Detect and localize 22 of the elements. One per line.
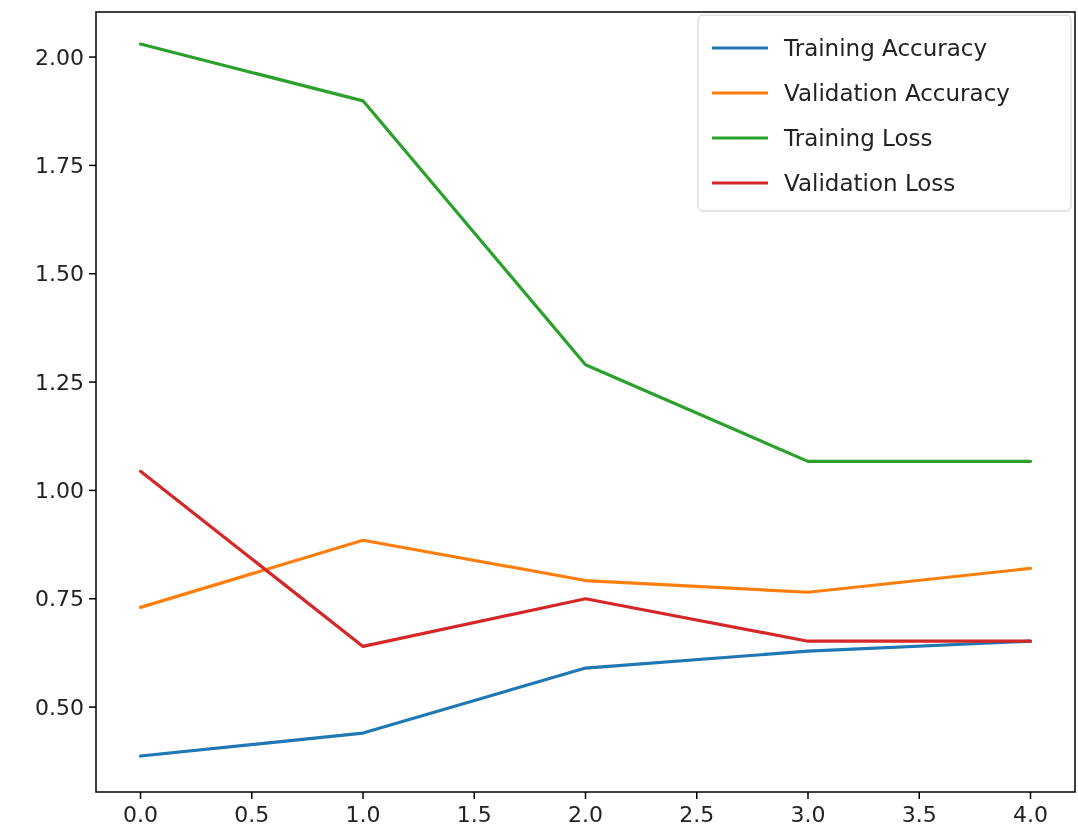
y-tick-label: 1.50 [35, 261, 84, 287]
x-tick-label: 1.0 [345, 802, 381, 827]
legend-label: Validation Loss [784, 170, 956, 197]
x-tick-label: 3.5 [901, 802, 937, 827]
x-tick-label: 1.5 [456, 802, 492, 827]
x-tick-label: 0.0 [123, 802, 158, 827]
legend-label: Training Loss [783, 125, 933, 152]
y-tick-label: 1.00 [35, 478, 84, 504]
y-tick-label: 2.00 [35, 44, 84, 70]
x-tick-label: 0.5 [234, 802, 270, 827]
y-tick-label: 0.50 [35, 694, 84, 720]
legend-label: Validation Accuracy [784, 80, 1010, 107]
x-tick-label: 2.5 [679, 802, 715, 827]
x-tick-label: 2.0 [568, 802, 603, 827]
y-tick-label: 1.75 [35, 153, 84, 179]
x-tick-label: 4.0 [1013, 802, 1048, 827]
x-tick-label: 3.0 [790, 802, 826, 827]
legend-label: Training Accuracy [783, 35, 988, 62]
line-series [138, 538, 1033, 609]
y-tick-label: 0.75 [35, 586, 84, 612]
line-series [138, 469, 1033, 648]
y-tick-label: 1.25 [35, 369, 84, 395]
